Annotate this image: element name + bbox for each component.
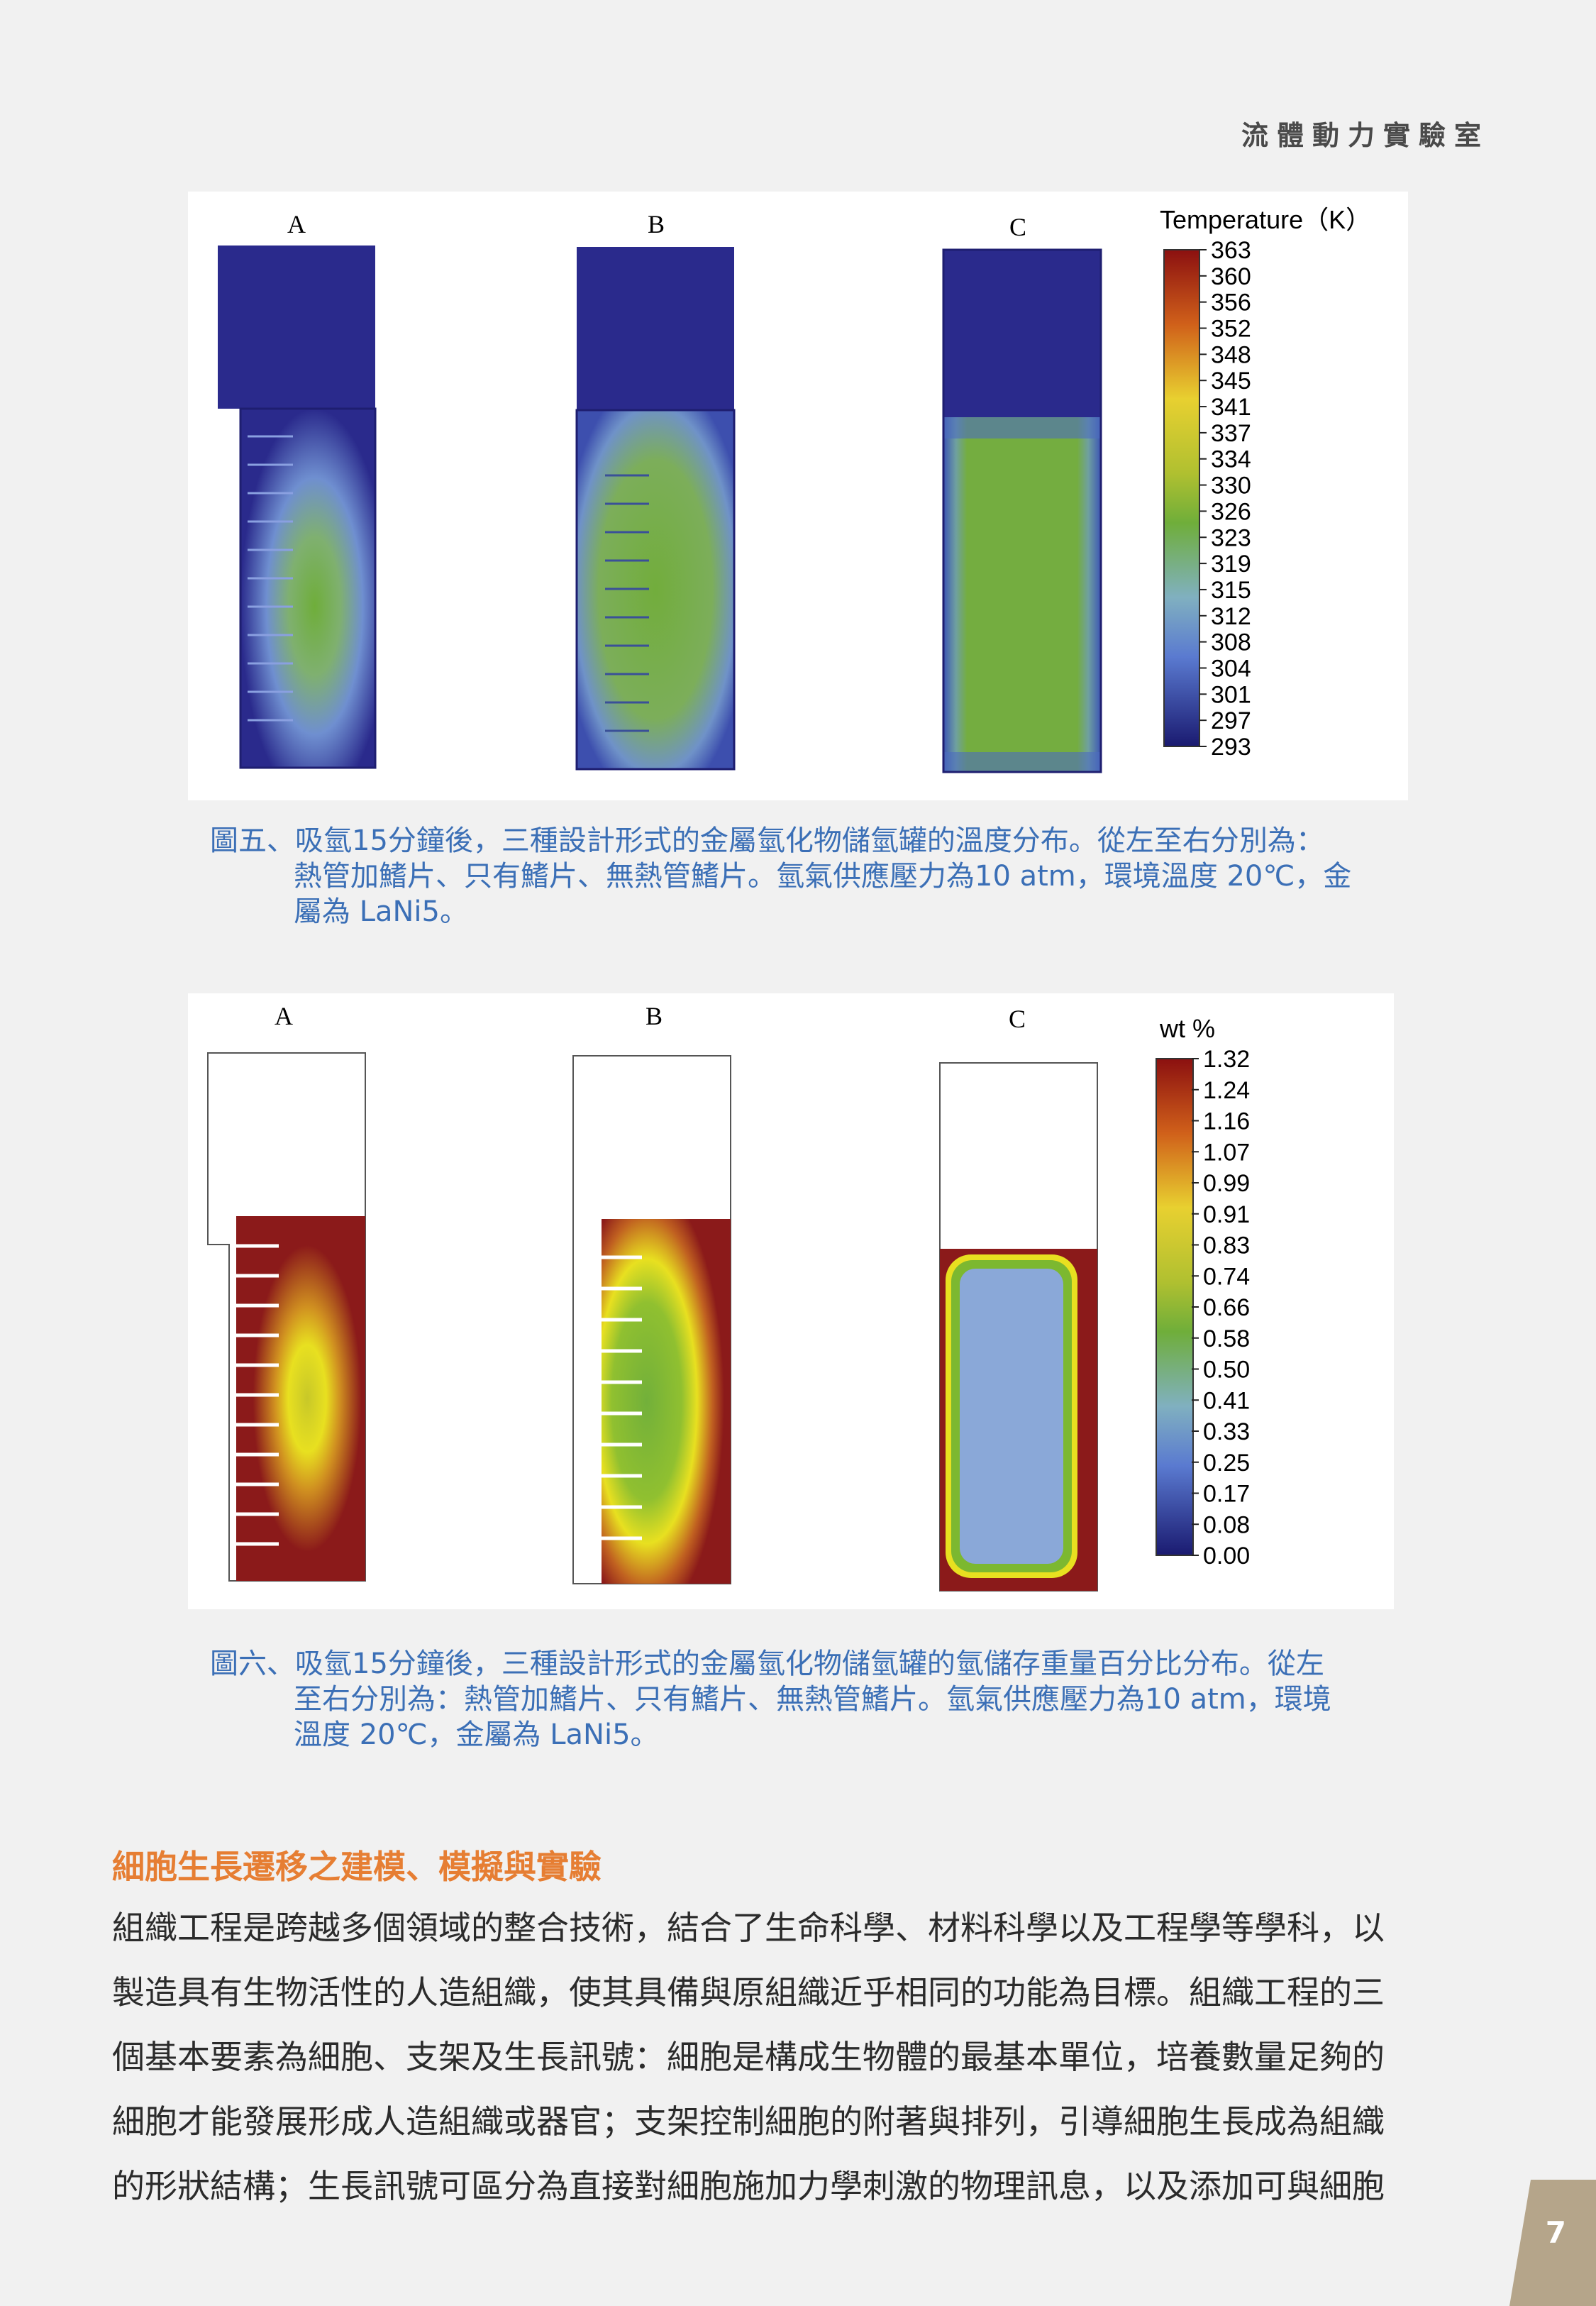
fig6-tick-label: 0.17	[1203, 1481, 1250, 1508]
fig6-panel-b	[572, 1055, 731, 1584]
fig6-panel-c	[939, 1062, 1098, 1591]
body-line: 個基本要素為細胞、支架及生長訊號：細胞是構成生物體的最基本單位，培養數量足夠的	[112, 2038, 1385, 2076]
fig5-tick-label: 345	[1211, 368, 1251, 395]
body-paragraph: 組織工程是跨越多個領域的整合技術，結合了生命科學、材料科學以及工程學等學科，以 …	[112, 1896, 1495, 2219]
body-line: 細胞才能發展形成人造組織或器官；支架控制細胞的附著與排列，引導細胞生長成為組織	[112, 2102, 1385, 2141]
fig6-tick-label: 1.16	[1203, 1108, 1250, 1135]
figure-6-hydrogen-wt: A B C	[188, 993, 1394, 1609]
section-title: 細胞生長遷移之建模、模擬與實驗	[112, 1848, 602, 1886]
fig5-legend-ticks: 3633603563523483453413373343303263233193…	[1199, 237, 1251, 761]
fig5-tick-label: 297	[1211, 707, 1251, 734]
fig5-panel-a	[218, 246, 377, 769]
figure-5-caption: 圖五、吸氫15分鐘後，三種設計形式的金屬氫化物儲氫罐的溫度分布。從左至右分別為：…	[210, 823, 1409, 929]
caption5-line2: 熱管加鰭片、只有鰭片、無熱管鰭片。氫氣供應壓力為10 atm，環境溫度 20℃，…	[294, 860, 1352, 893]
fig6-panel-label-b: B	[645, 1002, 663, 1030]
figure-5-temperature: A B C	[188, 192, 1408, 800]
fig6-tick-label: 0.66	[1203, 1294, 1250, 1321]
fig5-panel-label-b: B	[648, 210, 665, 238]
fig5-panel-label-c: C	[1009, 213, 1026, 241]
fig5-tick-label: 301	[1211, 681, 1251, 708]
fig5-tick-label: 330	[1211, 473, 1251, 500]
fig6-panel-label-a: A	[275, 1002, 293, 1030]
caption5-line1: 圖五、吸氫15分鐘後，三種設計形式的金屬氫化物儲氫罐的溫度分布。從左至右分別為：	[210, 824, 1324, 857]
body-line: 組織工程是跨越多個領域的整合技術，結合了生命科學、材料科學以及工程學等學科，以	[112, 1909, 1385, 1947]
fig6-tick-label: 0.99	[1203, 1170, 1250, 1197]
caption6-line1: 圖六、吸氫15分鐘後，三種設計形式的金屬氫化物儲氫罐的氫儲存重量百分比分布。從左	[210, 1648, 1324, 1680]
fig5-tick-label: 319	[1211, 551, 1251, 578]
fig6-tick-label: 0.50	[1203, 1357, 1250, 1384]
fig5-tick-label: 360	[1211, 263, 1251, 290]
body-line: 的形狀結構；生長訊號可區分為直接對細胞施加力學刺激的物理訊息，以及添加可與細胞	[112, 2167, 1385, 2205]
fig5-tick-label: 308	[1211, 629, 1251, 656]
fig6-color-bar	[1156, 1058, 1194, 1556]
fig6-panel-label-c: C	[1009, 1005, 1026, 1033]
caption5-line3: 屬為 LaNi5。	[294, 895, 468, 928]
caption6-line3: 溫度 20℃，金屬為 LaNi5。	[294, 1719, 659, 1751]
figure-6-caption: 圖六、吸氫15分鐘後，三種設計形式的金屬氫化物儲氫罐的氫儲存重量百分比分布。從左…	[210, 1646, 1409, 1753]
fig5-tick-label: 326	[1211, 498, 1251, 525]
fig5-tick-label: 293	[1211, 734, 1251, 761]
caption6-line2: 至右分別為：熱管加鰭片、只有鰭片、無熱管鰭片。氫氣供應壓力為10 atm，環境	[294, 1683, 1331, 1716]
fig6-tick-label: 0.00	[1203, 1543, 1250, 1569]
fig5-tick-label: 312	[1211, 603, 1251, 630]
fig5-tick-label: 315	[1211, 577, 1251, 604]
page-number: 7	[1545, 2215, 1566, 2250]
fig5-tick-label: 356	[1211, 289, 1251, 316]
fig6-legend-ticks: 1.32 1.24 1.16 1.07 0.99 0.91 0.83 0.74 0.66 0.58…	[1192, 1046, 1250, 1569]
fig5-panel-b	[575, 247, 736, 771]
fig6-tick-label: 0.83	[1203, 1232, 1250, 1259]
fig6-tick-label: 0.08	[1203, 1511, 1250, 1538]
fig5-color-bar	[1163, 249, 1200, 747]
fig6-tick-label: 0.74	[1203, 1263, 1250, 1290]
fig6-tick-label: 1.32	[1203, 1046, 1250, 1073]
fig6-tick-label: 1.07	[1203, 1139, 1250, 1166]
fig6-tick-label: 0.91	[1203, 1201, 1250, 1228]
fig6-tick-label: 0.41	[1203, 1387, 1250, 1414]
fig5-tick-label: 341	[1211, 394, 1251, 421]
page-number-tab	[1509, 2180, 1596, 2306]
fig5-tick-label: 337	[1211, 420, 1251, 447]
fig6-tick-label: 0.33	[1203, 1418, 1250, 1445]
fig5-panel-c	[942, 248, 1102, 773]
fig6-tick-label: 1.24	[1203, 1077, 1250, 1104]
body-line: 製造具有生物活性的人造組織，使其具備與原組織近乎相同的功能為目標。組織工程的三	[112, 1973, 1385, 2012]
fig5-panel-label-a: A	[287, 210, 306, 238]
fig5-tick-label: 304	[1211, 655, 1251, 682]
fig6-legend-title: wt %	[1159, 1014, 1215, 1043]
fig5-legend-title: Temperature（K）	[1160, 205, 1371, 234]
fig5-tick-label: 348	[1211, 341, 1251, 368]
lab-name-header: 流體動力實驗室	[1241, 119, 1490, 151]
fig5-tick-label: 363	[1211, 237, 1251, 264]
fig6-tick-label: 0.25	[1203, 1450, 1250, 1477]
fig5-tick-label: 352	[1211, 316, 1251, 343]
fig5-tick-label: 334	[1211, 446, 1251, 473]
fig6-tick-label: 0.58	[1203, 1325, 1250, 1352]
fig6-panel-a	[207, 1052, 366, 1582]
fig5-tick-label: 323	[1211, 524, 1251, 551]
